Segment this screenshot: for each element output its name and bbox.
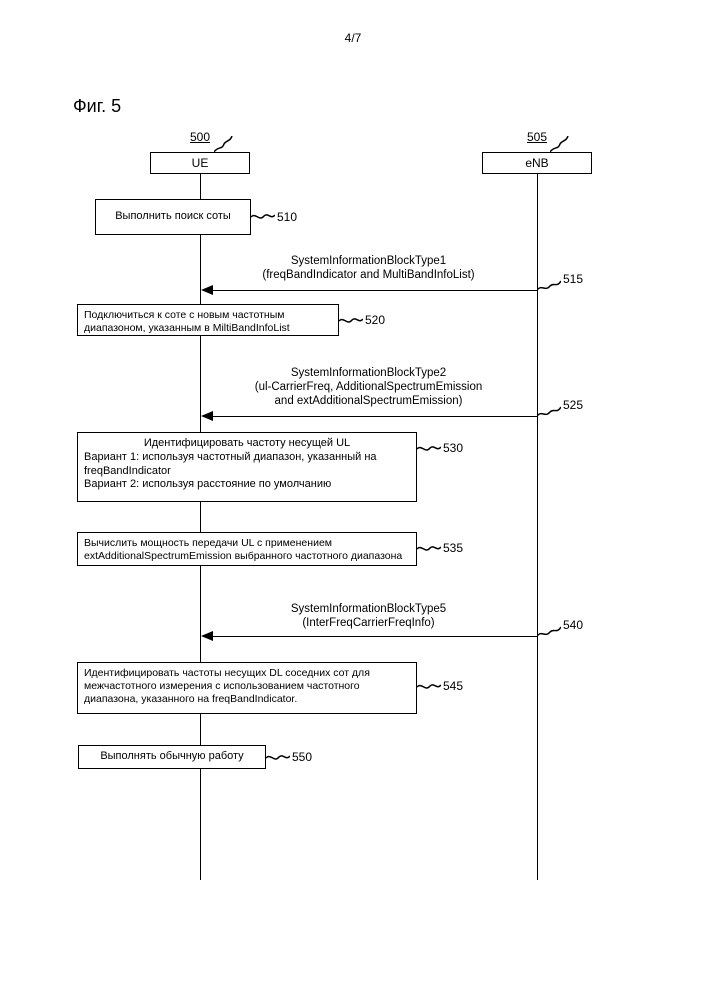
ref-510: 510 bbox=[277, 210, 297, 224]
msg-515-line2: (freqBandIndicator and MultiBandInfoList… bbox=[200, 269, 537, 283]
ref-525: 525 bbox=[563, 398, 583, 412]
ref-545: 545 bbox=[443, 679, 463, 693]
msg-525-arrow bbox=[212, 416, 537, 417]
ref-515: 515 bbox=[563, 272, 583, 286]
lifeline-label-ue: UE bbox=[192, 156, 209, 170]
step-520: Подключиться к соте с новым частотным ди… bbox=[77, 304, 339, 336]
msg-540-arrow-head bbox=[201, 631, 213, 641]
figure-title: Фиг. 5 bbox=[73, 96, 121, 117]
step-520-text: Подключиться к соте с новым частотным ди… bbox=[84, 309, 290, 334]
msg-540-line2: (InterFreqCarrierFreqInfo) bbox=[200, 617, 537, 631]
step-530-line3: Вариант 2: используя расстояние по умолч… bbox=[84, 478, 410, 492]
msg-525-line1: SystemInformationBlockType2 bbox=[200, 367, 537, 381]
msg-525-line2: (ul-CarrierFreq, AdditionalSpectrumEmiss… bbox=[200, 381, 537, 395]
msg-515-arrow-head bbox=[201, 285, 213, 295]
ref-530: 530 bbox=[443, 441, 463, 455]
step-530: Идентифицировать частоту несущей UL Вари… bbox=[77, 432, 417, 502]
ref-connector-520 bbox=[339, 314, 363, 328]
lifeline-label-enb: eNB bbox=[525, 156, 548, 170]
step-535: Вычислить мощность передачи UL с примене… bbox=[77, 532, 417, 566]
step-510-text: Выполнить поиск соты bbox=[115, 210, 231, 224]
page-canvas: 4/7 Фиг. 5 UE 500 eNB 505 Выполнить поис… bbox=[0, 0, 706, 999]
ref-connector-550 bbox=[266, 751, 290, 765]
page-number: 4/7 bbox=[0, 31, 706, 45]
ref-connector-545 bbox=[417, 680, 441, 694]
msg-515-arrow bbox=[212, 290, 537, 291]
ref-540: 540 bbox=[563, 618, 583, 632]
msg-540-arrow bbox=[212, 636, 537, 637]
ref-connector-ue bbox=[214, 136, 234, 152]
msg-540-line1: SystemInformationBlockType5 bbox=[200, 603, 537, 617]
ref-connector-535 bbox=[417, 542, 441, 556]
msg-525-label: SystemInformationBlockType2 (ul-CarrierF… bbox=[200, 367, 537, 408]
step-550: Выполнять обычную работу bbox=[78, 745, 266, 769]
ref-connector-510 bbox=[251, 210, 275, 224]
msg-540-label: SystemInformationBlockType5 (InterFreqCa… bbox=[200, 603, 537, 631]
lifeline-head-enb: eNB bbox=[482, 152, 592, 174]
step-530-line2: Вариант 1: используя частотный диапазон,… bbox=[84, 451, 410, 479]
step-550-text: Выполнять обычную работу bbox=[100, 750, 243, 764]
step-545-text: Идентифицировать частоты несущих DL сосе… bbox=[84, 667, 370, 705]
ref-connector-enb bbox=[550, 136, 570, 152]
step-510: Выполнить поиск соты bbox=[95, 199, 251, 235]
ref-505: 505 bbox=[527, 130, 547, 144]
ref-connector-530 bbox=[417, 442, 441, 456]
msg-515-label: SystemInformationBlockType1 (freqBandInd… bbox=[200, 255, 537, 283]
msg-515-line1: SystemInformationBlockType1 bbox=[200, 255, 537, 269]
step-545: Идентифицировать частоты несущих DL сосе… bbox=[77, 662, 417, 714]
ref-connector-515 bbox=[537, 278, 561, 292]
step-530-line1: Идентифицировать частоту несущей UL bbox=[84, 437, 410, 451]
msg-525-line3: and extAdditionalSpectrumEmission) bbox=[200, 395, 537, 409]
ref-connector-540 bbox=[537, 624, 561, 638]
msg-525-arrow-head bbox=[201, 411, 213, 421]
ref-520: 520 bbox=[365, 313, 385, 327]
ref-535: 535 bbox=[443, 541, 463, 555]
ref-connector-525 bbox=[537, 404, 561, 418]
step-535-text: Вычислить мощность передачи UL с примене… bbox=[84, 537, 402, 562]
lifeline-head-ue: UE bbox=[150, 152, 250, 174]
ref-550: 550 bbox=[292, 750, 312, 764]
ref-500: 500 bbox=[190, 130, 210, 144]
